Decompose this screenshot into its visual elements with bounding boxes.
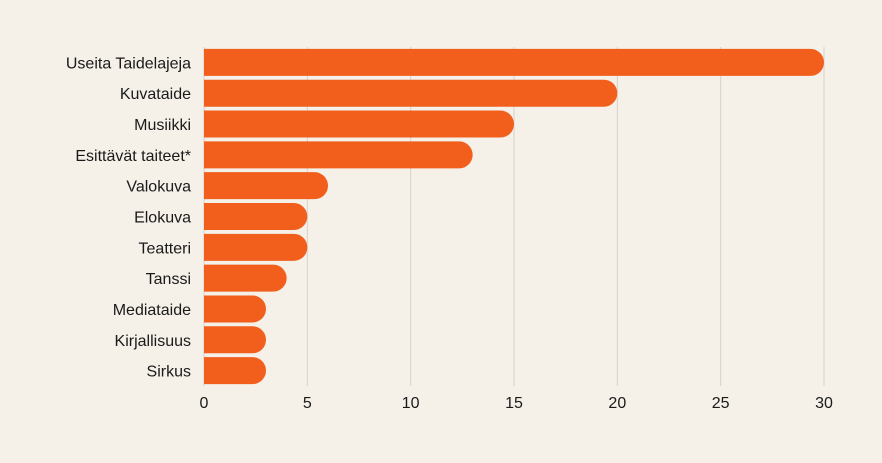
x-tick-label: 15 (505, 395, 523, 412)
bar (204, 172, 328, 200)
x-tick-label: 0 (200, 395, 209, 412)
category-label: Valokuva (126, 179, 191, 196)
bar (204, 326, 266, 354)
x-tick-label: 30 (815, 395, 833, 412)
category-label: Tanssi (146, 271, 191, 288)
bar (204, 141, 473, 169)
category-label: Kirjallisuus (115, 333, 191, 350)
category-labels: Useita Taidelajeja Kuvataide Musiikki Esitt… (66, 55, 191, 380)
bar (204, 264, 287, 292)
x-axis-tick-labels: 0 5 10 15 20 25 30 (200, 395, 833, 412)
bar (204, 295, 266, 323)
x-tick-label: 5 (303, 395, 312, 412)
bars (204, 48, 824, 385)
bar (204, 48, 824, 76)
x-tick-label: 10 (402, 395, 420, 412)
category-label: Musiikki (134, 117, 191, 134)
category-label: Esittävät taiteet* (75, 148, 191, 165)
category-label: Useita Taidelajeja (66, 55, 191, 72)
bar (204, 110, 514, 138)
category-label: Sirkus (147, 364, 191, 381)
category-label: Kuvataide (120, 86, 191, 103)
x-tick-label: 25 (712, 395, 730, 412)
bar (204, 357, 266, 385)
x-tick-label: 20 (608, 395, 626, 412)
category-label: Elokuva (134, 210, 191, 227)
bar (204, 79, 618, 107)
bar (204, 203, 308, 230)
bar (204, 233, 308, 261)
category-label: Teatteri (139, 240, 191, 257)
category-label: Mediataide (113, 302, 191, 319)
